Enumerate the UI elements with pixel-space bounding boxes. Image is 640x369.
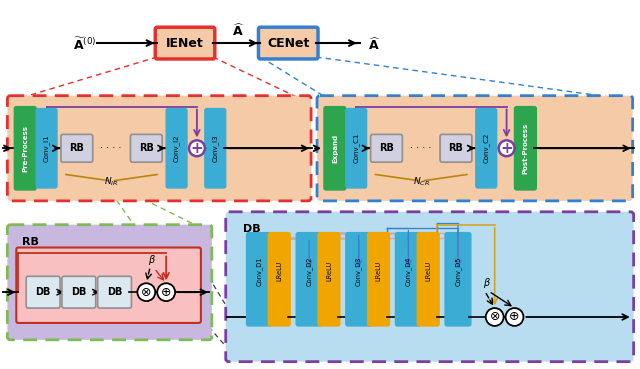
Text: Conv_D3: Conv_D3 — [355, 257, 362, 286]
Text: ⊗: ⊗ — [141, 286, 152, 299]
Text: RB: RB — [139, 143, 154, 153]
FancyBboxPatch shape — [98, 276, 131, 308]
Text: LReLU: LReLU — [376, 261, 381, 282]
Text: $N_{IR}$: $N_{IR}$ — [104, 176, 119, 188]
Circle shape — [138, 283, 156, 301]
FancyBboxPatch shape — [14, 107, 36, 190]
Text: IENet: IENet — [166, 37, 204, 49]
Circle shape — [189, 140, 205, 156]
FancyBboxPatch shape — [61, 134, 93, 162]
FancyBboxPatch shape — [346, 108, 367, 188]
FancyBboxPatch shape — [246, 232, 273, 326]
Text: Conv_C2: Conv_C2 — [483, 133, 490, 163]
Text: CENet: CENet — [267, 37, 309, 49]
Text: Conv_D5: Conv_D5 — [454, 256, 461, 286]
FancyBboxPatch shape — [515, 107, 536, 190]
Text: ⊕: ⊕ — [161, 286, 172, 299]
FancyBboxPatch shape — [156, 27, 215, 59]
Text: RB: RB — [379, 143, 394, 153]
Text: $\beta$: $\beta$ — [483, 276, 491, 290]
Text: DB: DB — [107, 287, 122, 297]
FancyBboxPatch shape — [226, 212, 634, 362]
Text: Conv_I3: Conv_I3 — [212, 134, 219, 162]
Text: $\widetilde{\mathbf{A}}^{(0)}$: $\widetilde{\mathbf{A}}^{(0)}$ — [73, 37, 97, 53]
Text: DB: DB — [243, 224, 260, 234]
FancyBboxPatch shape — [417, 232, 439, 326]
FancyBboxPatch shape — [36, 108, 57, 188]
Text: · · · ·: · · · · — [410, 143, 431, 153]
Circle shape — [499, 140, 515, 156]
FancyBboxPatch shape — [346, 232, 372, 326]
Text: $\widehat{\mathbf{A}}$: $\widehat{\mathbf{A}}$ — [368, 37, 381, 54]
Text: RB: RB — [449, 143, 463, 153]
Text: +: + — [191, 141, 204, 156]
Circle shape — [486, 308, 504, 326]
Text: LReLU: LReLU — [425, 261, 431, 282]
Text: RB: RB — [22, 237, 39, 246]
FancyBboxPatch shape — [317, 96, 632, 201]
Circle shape — [506, 308, 524, 326]
Text: Conv_D2: Conv_D2 — [306, 256, 312, 286]
FancyBboxPatch shape — [371, 134, 403, 162]
Text: Conv_D4: Conv_D4 — [405, 256, 412, 286]
FancyBboxPatch shape — [367, 232, 390, 326]
FancyBboxPatch shape — [8, 96, 311, 201]
Text: · · · ·: · · · · — [100, 143, 121, 153]
Circle shape — [157, 283, 175, 301]
Text: DB: DB — [71, 287, 86, 297]
Text: $\widehat{\mathbf{A}}$: $\widehat{\mathbf{A}}$ — [232, 23, 245, 39]
Text: Conv_C1: Conv_C1 — [353, 133, 360, 163]
Text: ⊗: ⊗ — [490, 310, 500, 324]
Text: LReLU: LReLU — [326, 261, 332, 282]
FancyBboxPatch shape — [396, 232, 421, 326]
FancyBboxPatch shape — [8, 225, 212, 340]
FancyBboxPatch shape — [259, 27, 318, 59]
FancyBboxPatch shape — [16, 248, 201, 323]
FancyBboxPatch shape — [318, 232, 340, 326]
Text: $\beta$: $\beta$ — [148, 254, 156, 268]
FancyBboxPatch shape — [62, 276, 96, 308]
Text: $N_{CR}$: $N_{CR}$ — [413, 176, 429, 188]
Text: RB: RB — [69, 143, 84, 153]
FancyBboxPatch shape — [268, 232, 290, 326]
Text: ⊕: ⊕ — [509, 310, 520, 324]
FancyBboxPatch shape — [296, 232, 322, 326]
Text: Expand: Expand — [332, 134, 338, 163]
Text: LReLU: LReLU — [276, 261, 282, 282]
Text: +: + — [500, 141, 513, 156]
FancyBboxPatch shape — [205, 108, 226, 188]
Text: Post-Process: Post-Process — [522, 123, 529, 174]
FancyBboxPatch shape — [26, 276, 60, 308]
Text: Conv_I1: Conv_I1 — [43, 134, 50, 162]
FancyBboxPatch shape — [166, 108, 187, 188]
FancyBboxPatch shape — [445, 232, 471, 326]
FancyBboxPatch shape — [440, 134, 472, 162]
FancyBboxPatch shape — [476, 108, 497, 188]
Text: Conv_D1: Conv_D1 — [256, 257, 263, 286]
Text: Pre-Process: Pre-Process — [22, 125, 28, 172]
FancyBboxPatch shape — [324, 107, 346, 190]
FancyBboxPatch shape — [131, 134, 162, 162]
Text: DB: DB — [35, 287, 51, 297]
Text: Conv_I2: Conv_I2 — [173, 135, 180, 162]
